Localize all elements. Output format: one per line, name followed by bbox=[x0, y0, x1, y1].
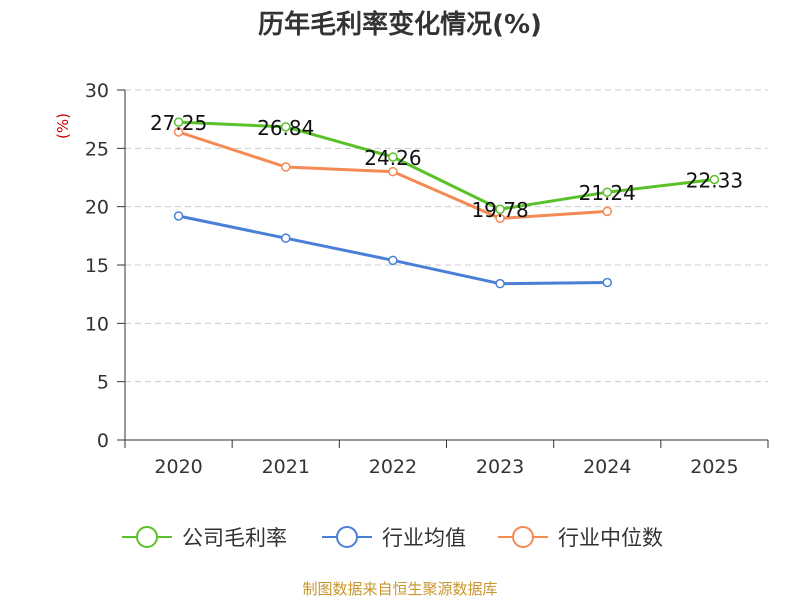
series-layer bbox=[173, 117, 720, 289]
y-tick-label: 10 bbox=[85, 313, 109, 335]
x-tick-label: 2022 bbox=[369, 456, 417, 478]
data-point bbox=[388, 152, 398, 162]
legend-marker bbox=[136, 526, 158, 548]
x-tick-label: 2021 bbox=[262, 456, 310, 478]
data-point bbox=[173, 127, 184, 137]
data-label: 27.25 bbox=[150, 111, 207, 135]
y-tick-label: 0 bbox=[97, 430, 109, 452]
data-point bbox=[709, 174, 720, 185]
data-point bbox=[173, 211, 184, 221]
data-label: 19.78 bbox=[471, 198, 528, 222]
data-label: 24.26 bbox=[364, 146, 421, 170]
data-point bbox=[281, 233, 291, 243]
legend: 公司毛利率 行业均值 行业中位数 bbox=[122, 526, 663, 550]
data-point bbox=[495, 204, 505, 214]
data-point bbox=[173, 117, 184, 127]
y-axis-label: (%) bbox=[54, 113, 72, 139]
data-point bbox=[281, 122, 291, 132]
data-point bbox=[388, 166, 398, 177]
series-line-0 bbox=[178, 120, 715, 211]
data-point bbox=[602, 187, 612, 197]
x-tick-label: 2023 bbox=[476, 456, 524, 478]
x-tick-label: 2020 bbox=[154, 456, 202, 478]
data-point bbox=[281, 162, 291, 172]
legend-marker bbox=[512, 526, 534, 548]
y-tick-label: 5 bbox=[97, 372, 109, 394]
data-label: 21.24 bbox=[579, 181, 636, 205]
data-labels: 27.25 26.84 24.26 19.78 21.24 22.33 bbox=[150, 111, 743, 222]
series-line-1 bbox=[178, 214, 608, 286]
data-label: 26.84 bbox=[257, 116, 314, 140]
data-point bbox=[495, 278, 505, 289]
data-point bbox=[388, 255, 398, 266]
data-point bbox=[495, 213, 505, 224]
y-tick-label: 30 bbox=[85, 80, 109, 102]
chart-title: 历年毛利率变化情况(%) bbox=[258, 10, 542, 40]
source-note: 制图数据来自恒生聚源数据库 bbox=[302, 580, 498, 598]
legend-label: 行业均值 bbox=[382, 526, 466, 550]
legend-label: 行业中位数 bbox=[558, 526, 663, 550]
data-point bbox=[602, 206, 612, 217]
y-tick-label: 20 bbox=[85, 197, 109, 219]
legend-label: 公司毛利率 bbox=[182, 526, 287, 550]
x-tick-label: 2025 bbox=[690, 456, 738, 478]
y-tick-label: 25 bbox=[85, 138, 109, 160]
data-point bbox=[602, 277, 612, 288]
x-tick-label: 2024 bbox=[583, 456, 631, 478]
y-tick-label: 15 bbox=[85, 255, 109, 277]
data-label: 22.33 bbox=[686, 168, 743, 192]
grid-lines bbox=[125, 89, 768, 383]
legend-marker bbox=[336, 526, 358, 548]
